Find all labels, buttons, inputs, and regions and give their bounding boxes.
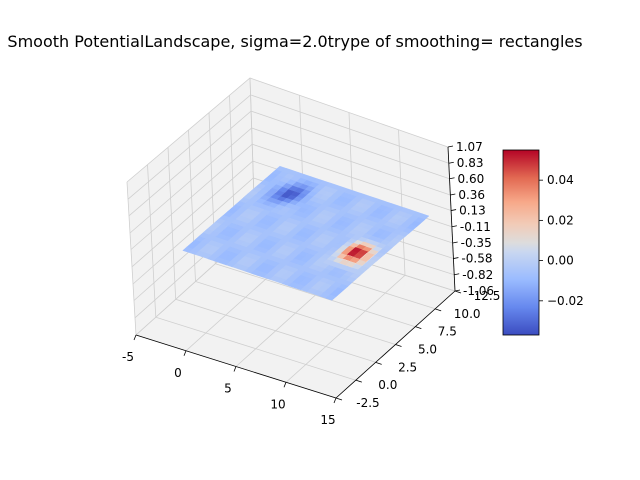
surface-cell bbox=[325, 294, 337, 301]
x-tick bbox=[133, 334, 137, 341]
z-tick-label: -0.11 bbox=[460, 220, 491, 234]
z-tick bbox=[448, 161, 454, 164]
z-gridline bbox=[126, 77, 449, 183]
y-tick-label: 10.0 bbox=[454, 307, 481, 321]
y-tick-label: 2.5 bbox=[398, 360, 417, 374]
z-tick-label: -1.06 bbox=[463, 284, 494, 298]
z-tick-label: 0.83 bbox=[457, 156, 484, 170]
surface-cell bbox=[355, 259, 367, 266]
y-tick bbox=[335, 397, 343, 401]
colorbar-gradient bbox=[502, 149, 540, 336]
surface-cell bbox=[353, 252, 365, 260]
surface-cell bbox=[281, 183, 293, 190]
z-tick-label: 0.13 bbox=[459, 204, 486, 218]
y-tick-label: 0.0 bbox=[378, 378, 397, 392]
z-tick bbox=[451, 225, 457, 228]
surface-cell bbox=[345, 261, 357, 268]
y-tick-label: 5.0 bbox=[418, 343, 437, 357]
colorbar-tick-label: 0.04 bbox=[547, 173, 574, 187]
y-tick-label: 12.5 bbox=[474, 289, 501, 303]
y-tick bbox=[355, 379, 362, 383]
surface-cell bbox=[349, 257, 361, 264]
x-tick bbox=[333, 397, 337, 404]
x-tick bbox=[233, 366, 237, 372]
z-gridline bbox=[129, 127, 451, 234]
x-tick bbox=[283, 382, 287, 388]
z-tick-label: 1.07 bbox=[456, 140, 483, 154]
z-tick bbox=[451, 209, 457, 211]
z-tick bbox=[454, 289, 461, 292]
axis-ticks: -5 0 5 10 15 -2.5 0.02.55.07.5 10.0 12.5 1.07 0.83… bbox=[122, 140, 500, 427]
x-tick-label: 5 bbox=[224, 382, 232, 396]
z-tick bbox=[449, 177, 455, 180]
z-tick-label: -0.35 bbox=[461, 236, 492, 250]
surface bbox=[182, 165, 430, 301]
z-tick bbox=[450, 193, 456, 196]
left-pane bbox=[127, 78, 255, 335]
y-tick bbox=[435, 308, 442, 312]
z-tick bbox=[454, 273, 460, 276]
z-gridline bbox=[130, 143, 452, 250]
z-axis-line bbox=[447, 146, 456, 292]
y-tick bbox=[454, 290, 462, 294]
z-tick-label: -0.82 bbox=[462, 268, 493, 282]
x-tick-label: 10 bbox=[270, 397, 285, 411]
colorbar-tick-label: 0.02 bbox=[547, 213, 574, 227]
z-tick bbox=[447, 145, 454, 148]
x-tick-label: 0 bbox=[174, 366, 182, 380]
y-tick-label: 7.5 bbox=[438, 325, 457, 339]
z-tick-label: 0.60 bbox=[458, 172, 485, 186]
z-tick bbox=[452, 241, 458, 244]
surface-cell bbox=[285, 179, 298, 186]
y-tick-label: -2.5 bbox=[356, 396, 379, 410]
y-tick bbox=[395, 344, 402, 347]
z-tick bbox=[453, 257, 459, 259]
colorbar-tick-label: −0.02 bbox=[547, 294, 584, 308]
chart-title: Smooth PotentialLandscape, sigma=2.0tryp… bbox=[7, 32, 583, 51]
y-tick bbox=[415, 326, 422, 330]
z-gridline bbox=[128, 110, 450, 217]
z-gridline bbox=[127, 94, 449, 200]
x-tick-label: -5 bbox=[122, 350, 134, 364]
y-tick bbox=[375, 361, 382, 365]
colorbar: 0.04 0.02 0.00 −0.02 bbox=[502, 149, 584, 336]
colorbar-tick-label: 0.00 bbox=[547, 254, 574, 268]
z-tick-label: 0.36 bbox=[458, 188, 485, 202]
x-tick bbox=[183, 350, 187, 356]
z-tick-label: -0.58 bbox=[461, 252, 492, 266]
surface-cell bbox=[359, 256, 371, 263]
x-tick-label: 15 bbox=[320, 413, 335, 427]
